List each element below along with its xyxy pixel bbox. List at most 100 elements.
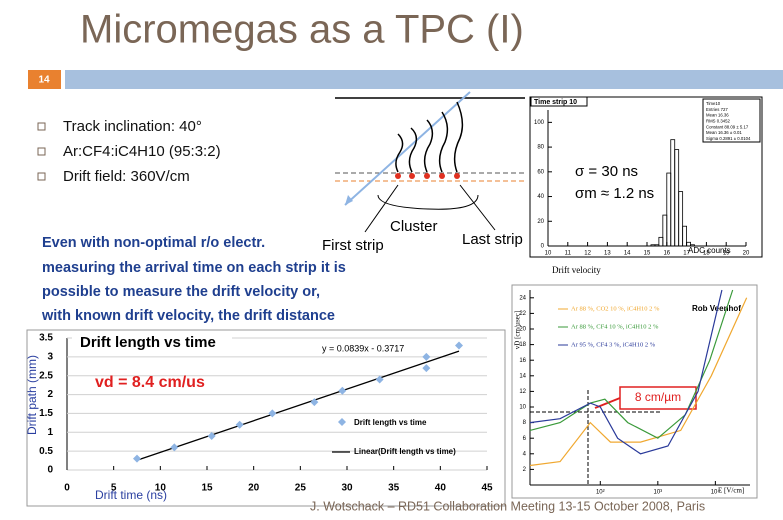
x-tick-label: 18 bbox=[703, 251, 710, 257]
track-arrow bbox=[345, 195, 353, 205]
data-point bbox=[207, 432, 216, 441]
annotation: σm ≈ 1.2 ns bbox=[575, 185, 654, 202]
x-tick-label: 45 bbox=[481, 483, 493, 494]
stats-line: Time10 bbox=[706, 101, 721, 106]
y-tick-label: 12 bbox=[519, 389, 526, 395]
last-strip-label: Last strip bbox=[462, 231, 523, 248]
header-bar bbox=[65, 70, 783, 89]
x-tick-label: 10³ bbox=[653, 490, 662, 496]
x-tick-label: 13 bbox=[604, 251, 611, 257]
bullet bbox=[37, 172, 46, 181]
dot bbox=[409, 173, 415, 179]
y-tick-label: 16 bbox=[519, 358, 526, 364]
y-tick-label: 2.5 bbox=[39, 370, 53, 381]
body-text: measuring the arrival time on each strip… bbox=[42, 260, 346, 276]
cluster-brace bbox=[377, 194, 479, 210]
last-arrow bbox=[459, 184, 496, 231]
bullet-text: Drift field: 360V/cm bbox=[63, 168, 190, 185]
legend-label: Ar 88 %, CF4 10 %, iC4H10 2 % bbox=[571, 323, 659, 330]
y-tick-label: 4 bbox=[523, 451, 527, 457]
diagram: Cluster First strip Last strip bbox=[322, 91, 525, 254]
y-tick-label: 6 bbox=[523, 436, 527, 442]
data-point bbox=[170, 443, 179, 452]
legend-label: Drift length vs time bbox=[354, 418, 427, 427]
slide-number: 14 bbox=[38, 75, 50, 86]
x-tick-label: 10² bbox=[596, 490, 605, 496]
dot bbox=[395, 173, 401, 179]
y-tick-label: 22 bbox=[519, 311, 526, 317]
x-axis-label: ADC counts bbox=[688, 246, 731, 255]
x-tick-label: 20 bbox=[743, 251, 750, 257]
y-tick-label: 40 bbox=[537, 194, 544, 200]
y-tick-label: 80 bbox=[537, 145, 544, 151]
x-tick-label: 16 bbox=[663, 251, 670, 257]
stats-line: Constant 88.09 ± 5.17 bbox=[706, 124, 749, 129]
series-line bbox=[529, 297, 748, 467]
caption: Drift velocity bbox=[552, 265, 601, 275]
stats-line: Mean 16.36 bbox=[706, 113, 729, 118]
y-tick-label: 20 bbox=[519, 327, 526, 333]
y-tick-label: 2 bbox=[523, 467, 527, 473]
bullet bbox=[37, 147, 46, 156]
x-tick-label: 17 bbox=[683, 251, 690, 257]
data-point bbox=[133, 454, 141, 463]
y-tick-label: 60 bbox=[537, 169, 544, 175]
annotation: vd = 8.4 cm/us bbox=[95, 374, 205, 391]
x-tick-label: 19 bbox=[723, 251, 730, 257]
y-tick-label: 1 bbox=[47, 427, 53, 438]
bullet bbox=[37, 122, 46, 131]
x-tick-label: 35 bbox=[388, 483, 400, 494]
x-tick-label: 14 bbox=[624, 251, 631, 257]
x-tick-label: 40 bbox=[435, 483, 447, 494]
x-tick-label: 10⁴ bbox=[711, 489, 721, 496]
chart-title-box bbox=[530, 96, 588, 107]
y-tick-label: 3.5 bbox=[39, 333, 53, 344]
data-point bbox=[422, 364, 431, 373]
y-tick-label: 20 bbox=[537, 219, 544, 225]
legend-label: Ar 88 %, CO2 10 %, iC4H10 2 % bbox=[571, 305, 660, 312]
data-point bbox=[338, 386, 347, 395]
legend-marker bbox=[338, 418, 346, 426]
dot bbox=[439, 173, 445, 179]
x-tick-label: 15 bbox=[201, 483, 213, 494]
x-tick-label: 20 bbox=[248, 483, 260, 494]
y-tick-label: 3 bbox=[47, 351, 53, 362]
x-tick-label: 30 bbox=[341, 483, 353, 494]
x-axis-label: E [V/cm] bbox=[718, 487, 744, 495]
y-tick-label: 8 bbox=[523, 420, 527, 426]
series-line bbox=[529, 289, 723, 455]
y-axis-label: vD [cm/µsec] bbox=[514, 311, 522, 349]
track bbox=[344, 91, 471, 206]
y-tick-label: 2 bbox=[47, 389, 53, 400]
x-tick-label: 15 bbox=[644, 251, 651, 257]
chart-title: Time strip 10 bbox=[534, 99, 577, 106]
stats-line: Entries 727 bbox=[706, 107, 728, 112]
x-tick-label: 11 bbox=[565, 251, 572, 257]
x-tick-label: 12 bbox=[584, 251, 591, 257]
chart-title: Drift length vs time bbox=[80, 334, 216, 351]
trendline bbox=[136, 350, 460, 461]
chart-title-box bbox=[72, 333, 232, 353]
y-axis-label: Drift path (mm) bbox=[25, 355, 39, 435]
x-tick-label: 0 bbox=[64, 483, 70, 494]
first-arrow bbox=[364, 184, 399, 233]
number-box bbox=[28, 70, 61, 89]
y-tick-label: 100 bbox=[534, 120, 545, 126]
histogram-bar bbox=[682, 225, 688, 247]
y-tick-label: 0 bbox=[47, 465, 53, 476]
trendline-equation: y = 0.0839x - 0.3717 bbox=[322, 343, 404, 353]
histogram-bar bbox=[690, 244, 695, 247]
body-text: with known drift velocity, the drift dis… bbox=[41, 308, 335, 324]
charge-dots bbox=[395, 173, 460, 179]
dot bbox=[454, 173, 460, 179]
body-text: Even with non-optimal r/o electr. bbox=[42, 235, 265, 251]
data-point bbox=[235, 420, 244, 429]
x-tick-label: 10 bbox=[155, 483, 167, 494]
y-tick-label: 0 bbox=[541, 244, 545, 250]
stats-box bbox=[702, 98, 761, 143]
data-point bbox=[422, 352, 431, 361]
y-tick-label: 24 bbox=[519, 295, 526, 301]
x-tick-label: 25 bbox=[295, 483, 307, 494]
stats-line: Sigma 0.2891 ± 0.0104 bbox=[706, 136, 751, 141]
